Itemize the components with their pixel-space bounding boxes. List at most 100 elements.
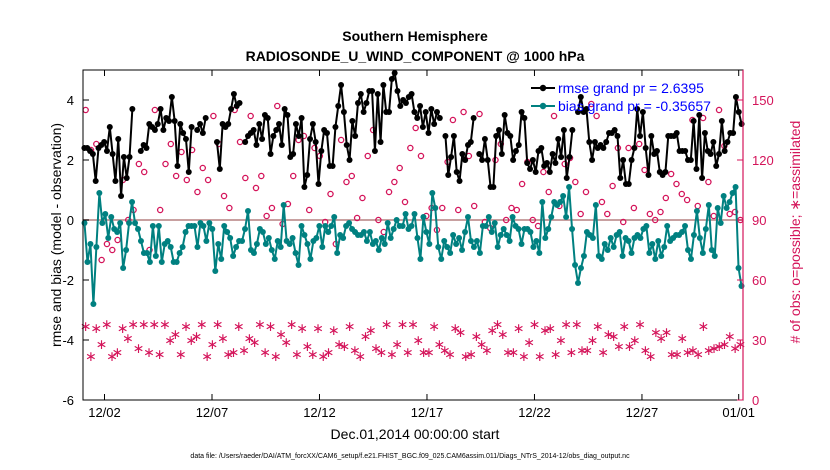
- bias-point: [488, 229, 495, 235]
- obs-assimilated-point: ∗: [418, 345, 430, 361]
- obs-assimilated-point: ∗: [608, 329, 620, 345]
- bias-point: [384, 220, 391, 226]
- rmse-point: [185, 169, 192, 175]
- legend-rmse-label: rmse grand pr = 2.6395: [558, 80, 704, 96]
- obs-possible-series: [82, 100, 744, 264]
- rmse-point: [126, 154, 133, 160]
- obs-assimilated-point: ∗: [159, 317, 171, 333]
- bias-point: [221, 223, 228, 229]
- obs-possible-point: [598, 198, 606, 206]
- chart-subtitle: RADIOSONDE_U_WIND_COMPONENT @ 1000 hPa: [246, 48, 585, 64]
- bias-point: [286, 241, 293, 247]
- rmse-point: [498, 151, 505, 157]
- bias-point: [366, 229, 373, 235]
- bias-point: [658, 253, 665, 259]
- rmse-point: [591, 139, 598, 145]
- bias-point: [295, 262, 302, 268]
- bias-point: [726, 199, 733, 205]
- bias-point: [146, 259, 153, 265]
- obs-assimilated-point: ∗: [434, 337, 446, 353]
- rmse-point: [479, 157, 486, 163]
- obs-assimilated-point: ∗: [164, 333, 176, 349]
- obs-assimilated-point: ∗: [185, 333, 197, 349]
- obs-possible-point: [657, 208, 664, 216]
- obs-possible-point: [289, 172, 297, 180]
- rmse-point: [301, 184, 308, 190]
- bias-point: [705, 202, 712, 208]
- rmse-point: [414, 115, 421, 121]
- bias-point: [714, 205, 721, 211]
- rmse-point: [411, 109, 418, 115]
- obs-assimilated-point: ∗: [80, 319, 92, 335]
- bias-point: [598, 256, 605, 262]
- obs-assimilated-point: ∗: [687, 343, 699, 359]
- bias-point: [411, 211, 418, 217]
- obs-possible-point: [353, 214, 361, 222]
- obs-assimilated-point: ∗: [502, 345, 514, 361]
- obs-assimilated-point: ∗: [571, 317, 583, 333]
- bias-point: [664, 223, 671, 229]
- rmse-point: [402, 100, 409, 106]
- obs-assimilated-point: ∗: [265, 319, 277, 335]
- obs-assimilated-point: ∗: [122, 331, 134, 347]
- bias-point: [135, 226, 141, 232]
- rmse-line: [478, 111, 574, 188]
- bias-point: [607, 235, 614, 241]
- rmse-point: [552, 160, 559, 166]
- rmse-point: [377, 139, 384, 145]
- bias-point: [646, 250, 653, 256]
- obs-assimilated-point: ∗: [365, 323, 377, 339]
- bias-point: [194, 244, 201, 250]
- rmse-point: [481, 136, 488, 142]
- rmse-point: [284, 112, 291, 118]
- bias-point: [387, 235, 394, 241]
- rmse-point: [735, 109, 742, 115]
- obs-possible-point: [625, 144, 632, 152]
- rmse-point: [467, 139, 474, 145]
- obs-possible-point: [194, 188, 201, 196]
- obs-assimilated-point: ∗: [676, 331, 688, 347]
- bias-point: [268, 247, 275, 253]
- obs-assimilated-point: ∗: [449, 321, 461, 337]
- bias-point: [682, 223, 689, 229]
- obs-assimilated-point: ∗: [312, 321, 324, 337]
- obs-possible-point: [114, 236, 121, 244]
- obs-assimilated-point: ∗: [133, 341, 145, 357]
- bias-point: [176, 250, 183, 256]
- rmse-point: [236, 100, 243, 106]
- rmse-point: [693, 166, 700, 172]
- obs-assimilated-point: ∗: [291, 347, 303, 363]
- bias-point: [577, 265, 584, 271]
- rmse-point: [103, 148, 110, 154]
- obs-assimilated-point: ∗: [671, 347, 683, 363]
- obs-possible-point: [545, 188, 552, 196]
- rmse-point: [690, 118, 697, 124]
- rmse-point: [524, 160, 531, 166]
- bias-point: [408, 223, 415, 229]
- obs-assimilated-point: ∗: [566, 345, 578, 361]
- bias-point: [262, 241, 269, 247]
- rmse-point: [417, 103, 424, 109]
- obs-assimilated-point: ∗: [719, 337, 731, 353]
- obs-possible-point: [540, 168, 547, 176]
- rmse-point: [687, 157, 694, 163]
- obs-possible-point: [226, 204, 233, 212]
- bias-point: [360, 229, 367, 235]
- obs-assimilated-point: ∗: [370, 341, 382, 357]
- rmse-point: [278, 142, 285, 148]
- bias-point: [589, 235, 596, 241]
- rmse-point: [371, 148, 378, 154]
- bias-point: [435, 244, 442, 250]
- bias-point: [503, 232, 510, 238]
- obs-possible-point: [529, 216, 537, 224]
- rmse-point: [166, 118, 173, 124]
- bias-point: [114, 229, 121, 235]
- bias-point: [438, 256, 445, 262]
- obs-possible-point: [518, 180, 526, 188]
- bias-point: [533, 238, 540, 244]
- rmse-point: [89, 151, 96, 157]
- bias-point: [485, 214, 492, 220]
- rmse-point: [123, 175, 130, 181]
- bias-point: [203, 238, 210, 244]
- rmse-point: [653, 148, 660, 154]
